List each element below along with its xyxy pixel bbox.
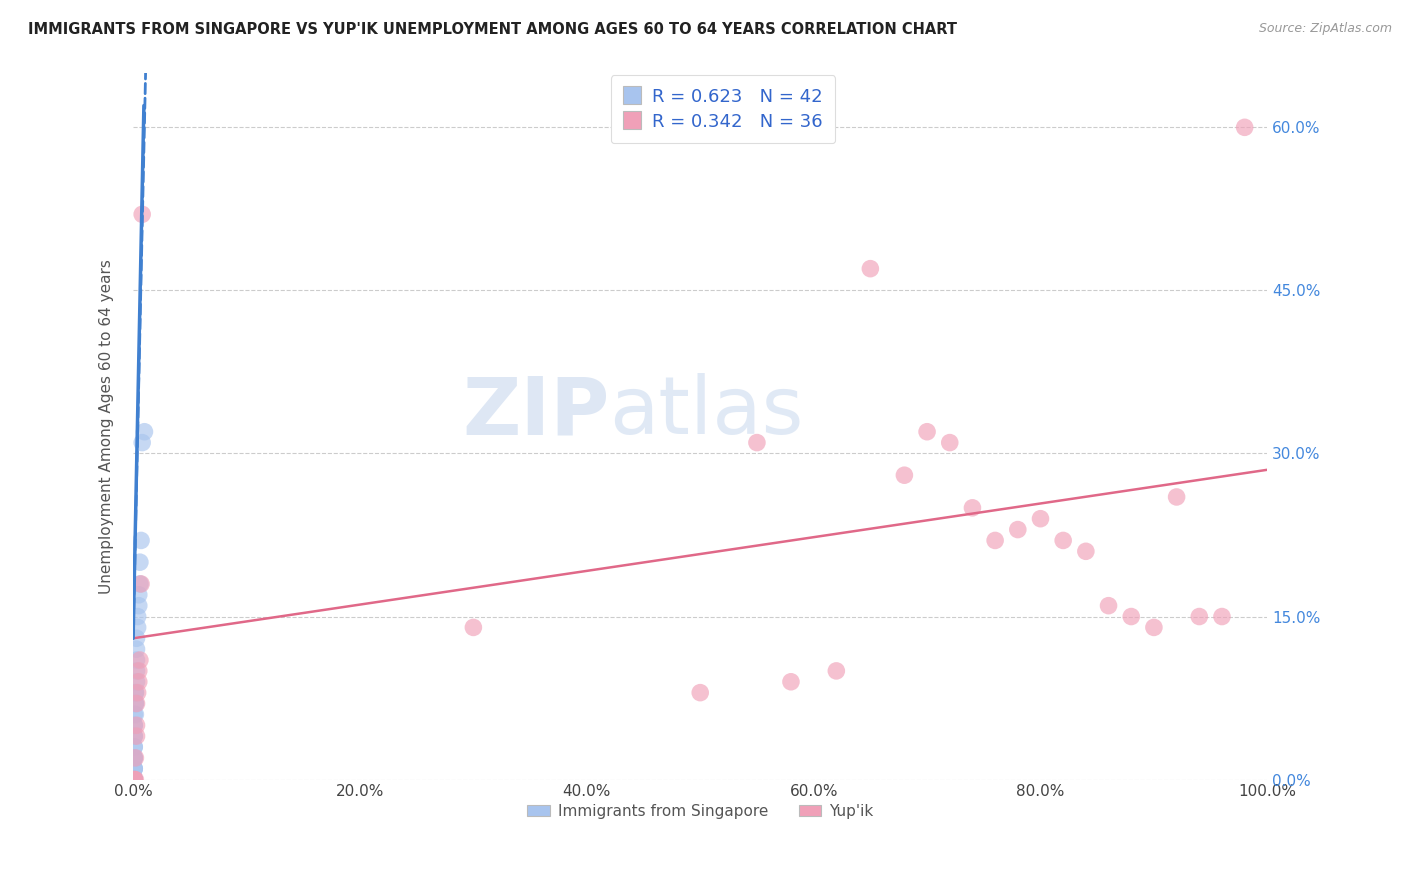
Point bbox=[984, 533, 1007, 548]
Point bbox=[825, 664, 848, 678]
Point bbox=[128, 588, 150, 602]
Point bbox=[122, 707, 145, 722]
Point bbox=[122, 762, 145, 776]
Point bbox=[124, 697, 146, 711]
Point bbox=[893, 468, 915, 483]
Point bbox=[129, 577, 152, 591]
Point bbox=[1052, 533, 1074, 548]
Point bbox=[131, 435, 153, 450]
Point bbox=[745, 435, 768, 450]
Point bbox=[122, 772, 145, 787]
Point bbox=[124, 707, 146, 722]
Point bbox=[122, 772, 145, 787]
Point bbox=[689, 685, 711, 699]
Point bbox=[122, 772, 145, 787]
Point bbox=[915, 425, 938, 439]
Legend: Immigrants from Singapore, Yup'ik: Immigrants from Singapore, Yup'ik bbox=[522, 797, 880, 825]
Point bbox=[122, 718, 145, 732]
Point bbox=[122, 729, 145, 743]
Point bbox=[125, 632, 148, 646]
Point bbox=[122, 739, 145, 754]
Point bbox=[128, 599, 150, 613]
Point bbox=[780, 674, 803, 689]
Point bbox=[1121, 609, 1143, 624]
Point bbox=[125, 642, 148, 657]
Point bbox=[122, 751, 145, 765]
Point bbox=[124, 685, 146, 699]
Point bbox=[129, 555, 152, 569]
Point bbox=[122, 772, 145, 787]
Point bbox=[1188, 609, 1211, 624]
Point bbox=[125, 729, 148, 743]
Point bbox=[1211, 609, 1233, 624]
Point bbox=[124, 751, 146, 765]
Point bbox=[125, 664, 148, 678]
Point bbox=[122, 772, 145, 787]
Point bbox=[125, 718, 148, 732]
Point bbox=[1074, 544, 1097, 558]
Point bbox=[129, 577, 152, 591]
Point bbox=[122, 751, 145, 765]
Point bbox=[1029, 511, 1052, 525]
Point bbox=[962, 500, 984, 515]
Text: atlas: atlas bbox=[609, 373, 804, 451]
Point bbox=[122, 718, 145, 732]
Point bbox=[127, 685, 149, 699]
Point bbox=[122, 762, 145, 776]
Y-axis label: Unemployment Among Ages 60 to 64 years: Unemployment Among Ages 60 to 64 years bbox=[100, 259, 114, 594]
Point bbox=[128, 664, 150, 678]
Point bbox=[122, 772, 145, 787]
Point bbox=[1233, 120, 1256, 135]
Text: ZIP: ZIP bbox=[463, 373, 609, 451]
Point bbox=[127, 609, 149, 624]
Point bbox=[122, 751, 145, 765]
Text: Source: ZipAtlas.com: Source: ZipAtlas.com bbox=[1258, 22, 1392, 36]
Point bbox=[122, 772, 145, 787]
Point bbox=[122, 762, 145, 776]
Point bbox=[463, 620, 485, 634]
Point bbox=[125, 697, 148, 711]
Point bbox=[124, 772, 146, 787]
Point bbox=[122, 772, 145, 787]
Point bbox=[1166, 490, 1188, 504]
Point bbox=[122, 729, 145, 743]
Point bbox=[122, 772, 145, 787]
Point bbox=[1007, 523, 1029, 537]
Point bbox=[128, 674, 150, 689]
Point bbox=[125, 653, 148, 667]
Point bbox=[124, 697, 146, 711]
Point bbox=[124, 685, 146, 699]
Point bbox=[129, 533, 152, 548]
Point bbox=[1097, 599, 1119, 613]
Point bbox=[129, 653, 152, 667]
Point bbox=[122, 772, 145, 787]
Point bbox=[134, 425, 156, 439]
Point bbox=[859, 261, 882, 276]
Point bbox=[122, 772, 145, 787]
Point bbox=[125, 674, 148, 689]
Point bbox=[939, 435, 962, 450]
Point bbox=[122, 772, 145, 787]
Point bbox=[1143, 620, 1166, 634]
Point bbox=[127, 620, 149, 634]
Point bbox=[122, 739, 145, 754]
Point bbox=[122, 772, 145, 787]
Text: IMMIGRANTS FROM SINGAPORE VS YUP'IK UNEMPLOYMENT AMONG AGES 60 TO 64 YEARS CORRE: IMMIGRANTS FROM SINGAPORE VS YUP'IK UNEM… bbox=[28, 22, 957, 37]
Point bbox=[131, 207, 153, 221]
